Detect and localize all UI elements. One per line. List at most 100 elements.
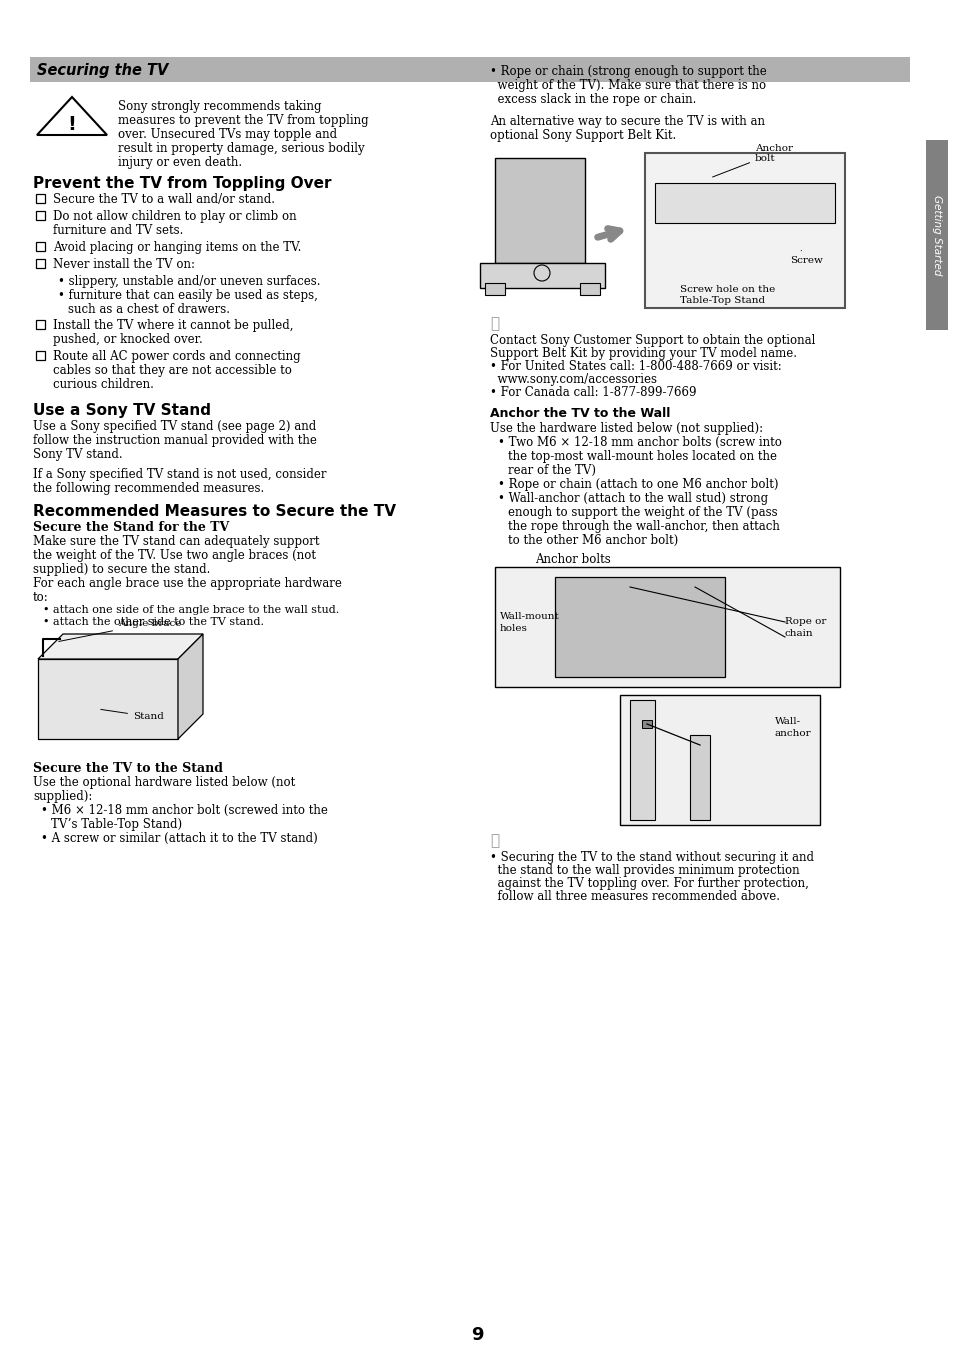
Text: supplied) to secure the stand.: supplied) to secure the stand.	[33, 563, 211, 575]
Text: Anchor the TV to the Wall: Anchor the TV to the Wall	[490, 407, 670, 421]
Text: • Two M6 × 12-18 mm anchor bolts (screw into: • Two M6 × 12-18 mm anchor bolts (screw …	[497, 436, 781, 449]
Polygon shape	[38, 634, 203, 660]
Text: • Rope or chain (attach to one M6 anchor bolt): • Rope or chain (attach to one M6 anchor…	[497, 478, 778, 491]
Text: follow all three measures recommended above.: follow all three measures recommended ab…	[490, 890, 780, 902]
Bar	[641, 721, 651, 727]
Text: cables so that they are not accessible to: cables so that they are not accessible t…	[53, 364, 292, 377]
Text: Prevent the TV from Toppling Over: Prevent the TV from Toppling Over	[33, 176, 331, 191]
Bar	[38, 660, 178, 740]
Text: anchor: anchor	[774, 729, 811, 738]
Text: over. Unsecured TVs may topple and: over. Unsecured TVs may topple and	[118, 128, 336, 141]
Text: follow the instruction manual provided with the: follow the instruction manual provided w…	[33, 434, 316, 446]
Text: Sony TV stand.: Sony TV stand.	[33, 448, 123, 461]
Text: • attach one side of the angle brace to the wall stud.: • attach one side of the angle brace to …	[43, 605, 339, 615]
Text: Secure the TV to a wall and/or stand.: Secure the TV to a wall and/or stand.	[53, 193, 274, 206]
Text: enough to support the weight of the TV (pass: enough to support the weight of the TV (…	[507, 506, 777, 518]
Text: to:: to:	[33, 592, 49, 604]
Text: !: !	[68, 115, 76, 134]
Text: Recommended Measures to Secure the TV: Recommended Measures to Secure the TV	[33, 503, 395, 518]
Text: Getting Started: Getting Started	[931, 195, 941, 275]
Text: • Wall-anchor (attach to the wall stud) strong: • Wall-anchor (attach to the wall stud) …	[497, 493, 767, 505]
Bar	[629, 700, 655, 820]
Text: Never install the TV on:: Never install the TV on:	[53, 258, 194, 271]
Bar	[36, 259, 45, 267]
Bar	[579, 284, 599, 294]
Text: rear of the TV): rear of the TV)	[507, 464, 596, 478]
Text: Anchor bolts: Anchor bolts	[535, 554, 610, 566]
Text: the top-most wall-mount holes located on the: the top-most wall-mount holes located on…	[507, 451, 776, 463]
Bar	[925, 140, 947, 330]
Text: Use the hardware listed below (not supplied):: Use the hardware listed below (not suppl…	[490, 422, 762, 436]
Text: • M6 × 12-18 mm anchor bolt (screwed into the: • M6 × 12-18 mm anchor bolt (screwed int…	[41, 803, 328, 817]
Text: Use a Sony specified TV stand (see page 2) and: Use a Sony specified TV stand (see page …	[33, 421, 315, 433]
Text: holes: holes	[499, 624, 527, 632]
Text: • For Canada call: 1-877-899-7669: • For Canada call: 1-877-899-7669	[490, 385, 696, 399]
Text: such as a chest of drawers.: such as a chest of drawers.	[68, 303, 230, 316]
Text: injury or even death.: injury or even death.	[118, 156, 242, 170]
Text: curious children.: curious children.	[53, 379, 153, 391]
Text: Rope or: Rope or	[784, 617, 825, 626]
Bar	[36, 351, 45, 360]
Text: the weight of the TV. Use two angle braces (not: the weight of the TV. Use two angle brac…	[33, 550, 315, 562]
Text: pushed, or knocked over.: pushed, or knocked over.	[53, 332, 203, 346]
Bar	[36, 242, 45, 251]
Bar	[555, 577, 724, 677]
Text: chain: chain	[784, 630, 813, 638]
Bar	[689, 735, 709, 820]
Bar	[655, 183, 834, 223]
Text: Make sure the TV stand can adequately support: Make sure the TV stand can adequately su…	[33, 535, 319, 548]
Text: Route all AC power cords and connecting: Route all AC power cords and connecting	[53, 350, 300, 364]
Text: 🖊: 🖊	[490, 316, 498, 331]
Text: www.sony.com/accessories: www.sony.com/accessories	[490, 373, 657, 385]
Polygon shape	[178, 634, 203, 740]
Bar	[484, 284, 504, 294]
Text: Screw hole on the: Screw hole on the	[679, 285, 775, 294]
Text: Sony strongly recommends taking: Sony strongly recommends taking	[118, 100, 321, 113]
Text: • For United States call: 1-800-488-7669 or visit:: • For United States call: 1-800-488-7669…	[490, 360, 781, 373]
Text: Avoid placing or hanging items on the TV.: Avoid placing or hanging items on the TV…	[53, 242, 301, 254]
Text: measures to prevent the TV from toppling: measures to prevent the TV from toppling	[118, 114, 368, 128]
Text: 🖊: 🖊	[490, 833, 498, 848]
Text: TV’s Table-Top Stand): TV’s Table-Top Stand)	[51, 818, 182, 830]
Text: Wall-: Wall-	[774, 716, 801, 726]
Bar	[495, 157, 584, 263]
Text: • Rope or chain (strong enough to support the: • Rope or chain (strong enough to suppor…	[490, 65, 766, 77]
Text: excess slack in the rope or chain.: excess slack in the rope or chain.	[490, 94, 696, 106]
Text: Secure the Stand for the TV: Secure the Stand for the TV	[33, 521, 229, 535]
Text: Table-Top Stand: Table-Top Stand	[679, 296, 764, 305]
Bar	[619, 695, 820, 825]
Text: Support Belt Kit by providing your TV model name.: Support Belt Kit by providing your TV mo…	[490, 347, 796, 360]
Text: • furniture that can easily be used as steps,: • furniture that can easily be used as s…	[58, 289, 317, 303]
Bar	[36, 320, 45, 328]
Text: Wall-mount: Wall-mount	[499, 612, 559, 622]
Text: An alternative way to secure the TV is with an: An alternative way to secure the TV is w…	[490, 115, 764, 128]
Text: result in property damage, serious bodily: result in property damage, serious bodil…	[118, 142, 364, 155]
Bar	[479, 263, 604, 288]
Text: Use a Sony TV Stand: Use a Sony TV Stand	[33, 403, 211, 418]
Text: 9: 9	[470, 1326, 483, 1343]
Text: weight of the TV). Make sure that there is no: weight of the TV). Make sure that there …	[490, 79, 765, 92]
Text: Screw: Screw	[789, 251, 822, 265]
Bar	[36, 194, 45, 204]
Text: • Securing the TV to the stand without securing it and: • Securing the TV to the stand without s…	[490, 851, 813, 864]
Text: Use the optional hardware listed below (not: Use the optional hardware listed below (…	[33, 776, 294, 788]
Bar	[495, 567, 840, 687]
Text: • A screw or similar (attach it to the TV stand): • A screw or similar (attach it to the T…	[41, 832, 317, 845]
Text: Anchor
bolt: Anchor bolt	[712, 144, 792, 176]
Text: the rope through the wall-anchor, then attach: the rope through the wall-anchor, then a…	[507, 520, 779, 533]
Text: For each angle brace use the appropriate hardware: For each angle brace use the appropriate…	[33, 577, 341, 590]
Text: • slippery, unstable and/or uneven surfaces.: • slippery, unstable and/or uneven surfa…	[58, 275, 320, 288]
Text: Securing the TV: Securing the TV	[37, 62, 168, 77]
Text: If a Sony specified TV stand is not used, consider: If a Sony specified TV stand is not used…	[33, 468, 326, 480]
Text: Stand: Stand	[101, 710, 164, 721]
Bar	[30, 57, 909, 81]
Text: Do not allow children to play or climb on: Do not allow children to play or climb o…	[53, 210, 296, 223]
Text: Contact Sony Customer Support to obtain the optional: Contact Sony Customer Support to obtain …	[490, 334, 815, 347]
Text: supplied):: supplied):	[33, 790, 92, 803]
Text: optional Sony Support Belt Kit.: optional Sony Support Belt Kit.	[490, 129, 676, 142]
Text: Angle brace: Angle brace	[59, 619, 181, 642]
Text: furniture and TV sets.: furniture and TV sets.	[53, 224, 183, 237]
Text: Secure the TV to the Stand: Secure the TV to the Stand	[33, 763, 223, 775]
Text: to the other M6 anchor bolt): to the other M6 anchor bolt)	[507, 535, 678, 547]
Text: • attach the other side to the TV stand.: • attach the other side to the TV stand.	[43, 617, 264, 627]
